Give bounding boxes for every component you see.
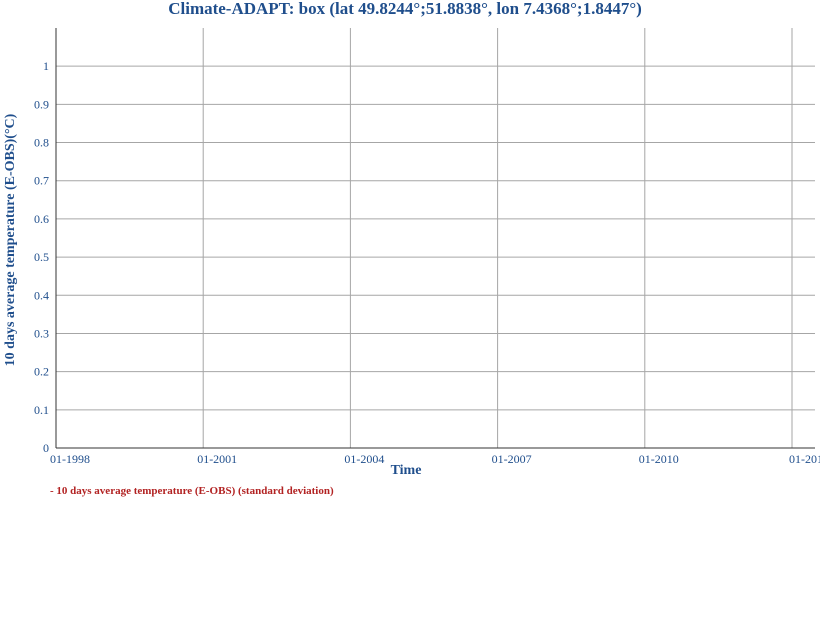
- x-tick-label: 01-2007: [492, 452, 532, 466]
- y-tick-label: 1: [43, 59, 49, 73]
- y-tick-label: 0.1: [34, 403, 49, 417]
- y-tick-label: 0.7: [34, 174, 49, 188]
- x-tick-label: 01-2001: [197, 452, 237, 466]
- y-tick-label: 0.5: [34, 250, 49, 264]
- legend-item[interactable]: - 10 days average temperature (E-OBS) (s…: [50, 485, 334, 497]
- grid: [56, 28, 815, 448]
- y-tick-label: 0: [43, 441, 49, 455]
- y-axis-label: 10 days average temperature (E-OBS)(°C): [3, 113, 18, 366]
- y-tick-label: 0.2: [34, 365, 49, 379]
- chart-title: Climate-ADAPT: box (lat 49.8244°;51.8838…: [168, 0, 642, 18]
- x-axis-label: Time: [391, 463, 422, 478]
- ticks: 0 0.1 0.2 0.3 0.4 0.5 0.6 0.7 0.8 0.9 1 01-1998 01-2…: [34, 59, 820, 466]
- y-tick-label: 0.6: [34, 212, 49, 226]
- y-tick-label: 0.4: [34, 288, 49, 302]
- x-tick-label: 01-1998: [50, 452, 90, 466]
- x-tick-label: 01-2010: [639, 452, 679, 466]
- y-tick-label: 0.9: [34, 97, 49, 111]
- x-tick-label: 01-2004: [344, 452, 384, 466]
- y-tick-label: 0.8: [34, 136, 49, 150]
- x-tick-label: 01-201: [789, 452, 820, 466]
- y-tick-label: 0.3: [34, 326, 49, 340]
